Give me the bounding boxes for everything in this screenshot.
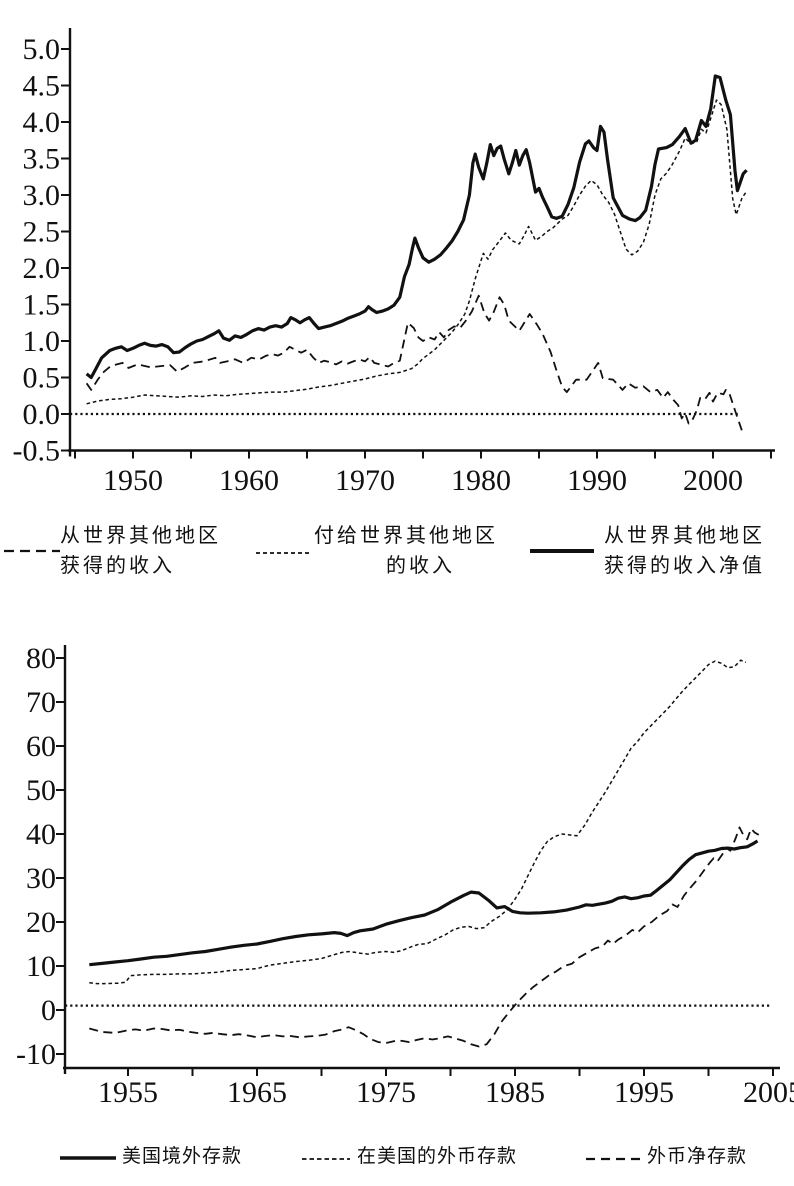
legend-label-line1: 从世界其他地区 [60, 525, 221, 547]
x-tick-label: 1965 [227, 1076, 287, 1109]
y-tick-label: 40 [26, 818, 56, 851]
x-tick-label: 1975 [356, 1076, 416, 1109]
x-tick-label: 1960 [219, 464, 279, 497]
series-line-paid-income [86, 99, 748, 405]
fine-dash-line-icon [302, 1158, 350, 1160]
income-chart: 5.0 4.54.0 3.53.0 2.52.0 1.51.0 0.50.0 -0.5 195… [13, 28, 775, 497]
y-tick-label: 80 [26, 642, 56, 675]
y-tick-label: 4.5 [23, 70, 61, 103]
fine-dash-line-icon [256, 552, 311, 554]
x-tick-label: 1990 [567, 464, 627, 497]
x-tick-label: 1995 [614, 1076, 674, 1109]
y-tick-label: 0.0 [23, 398, 61, 431]
legend-label-text: 外币净存款 [647, 1146, 748, 1167]
y-tick-label: 30 [26, 862, 56, 895]
legend-label-line2: 获得的收入净值 [604, 555, 765, 577]
y-tick-label: 60 [26, 730, 56, 763]
series-line-received-income [85, 294, 746, 433]
series-line-net-foreign-deposits [89, 826, 760, 1048]
legend-label-text: 在美国的外币存款 [357, 1146, 518, 1167]
y-tick-label: 2.0 [23, 252, 61, 285]
x-tick-label: 1970 [335, 464, 395, 497]
x-tick-label: 2000 [683, 464, 743, 497]
long-dash-line-icon [586, 1157, 640, 1161]
y-tick-label: 5.0 [23, 33, 61, 66]
x-tick-label: 1950 [103, 464, 163, 497]
y-tick-label: -10 [16, 1038, 56, 1071]
legend-label-line1: 从世界其他地区 [604, 525, 765, 547]
legend-label: 付给世界其他地区 的收入 [314, 521, 498, 581]
legend-label: 在美国的外币存款 [357, 1145, 517, 1169]
x-tick-label: 1980 [451, 464, 511, 497]
legend-label-text: 美国境外存款 [122, 1146, 243, 1167]
y-tick-label: 3.5 [23, 143, 61, 176]
y-tick-label: 0 [41, 994, 56, 1027]
legend-label: 美国境外存款 [122, 1145, 242, 1169]
deposits-chart: 80 70 60 50 40 30 20 10 0 -10 1955 1965 1975 1985 1995… [16, 642, 794, 1109]
legend-label: 从世界其他地区 获得的收入净值 [604, 521, 765, 581]
legend-label: 从世界其他地区 获得的收入 [60, 521, 221, 581]
y-tick-label: -0.5 [13, 435, 61, 468]
legend-label-line1: 付给世界其他地区 [314, 525, 498, 547]
solid-line-icon [60, 1156, 116, 1160]
y-tick-label: 20 [26, 906, 56, 939]
y-tick-label: 10 [26, 950, 56, 983]
y-tick-label: 3.0 [23, 179, 61, 212]
solid-line-icon [530, 549, 594, 553]
long-dash-line-icon [4, 549, 60, 553]
x-tick-label: 1955 [98, 1076, 158, 1109]
y-tick-label: 1.5 [23, 289, 61, 322]
x-tick-label: 2005 [743, 1076, 794, 1109]
y-tick-label: 4.0 [23, 106, 61, 139]
y-tick-label: 70 [26, 686, 56, 719]
x-tick-label: 1985 [485, 1076, 545, 1109]
deposits-chart-legend: 美国境外存款 在美国的外币存款 外币净存款 [0, 1136, 794, 1182]
series-line-net-income [85, 74, 748, 380]
y-tick-label: 50 [26, 774, 56, 807]
series-line-us-deposits-abroad [89, 839, 759, 967]
y-tick-label: 1.0 [23, 325, 61, 358]
y-tick-label: 2.5 [23, 216, 61, 249]
y-tick-label: 0.5 [23, 362, 61, 395]
legend-label: 外币净存款 [647, 1145, 747, 1169]
legend-label-line2: 的收入 [386, 555, 455, 577]
legend-label-line2: 获得的收入 [60, 555, 175, 577]
series-line-foreign-deposits-in-us [89, 659, 747, 985]
income-chart-legend: 从世界其他地区 获得的收入 付给世界其他地区 的收入 从世界其他地区 获得的收入… [0, 513, 794, 613]
